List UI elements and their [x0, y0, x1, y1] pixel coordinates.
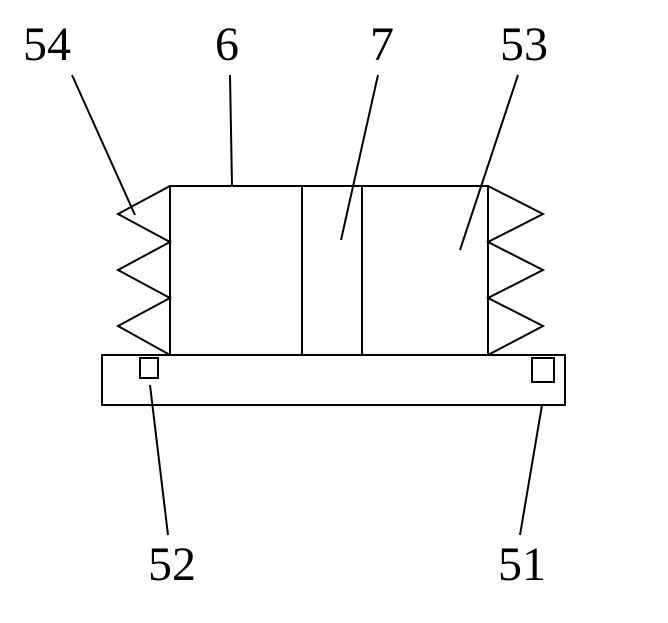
leader-t1	[230, 75, 232, 186]
label-t1: 6	[215, 18, 239, 71]
leader-tl	[72, 75, 135, 215]
lug-right	[532, 358, 554, 382]
spring-right-icon	[488, 186, 543, 355]
leader-t2	[341, 75, 378, 240]
lug-left	[140, 358, 158, 378]
label-bl: 52	[148, 538, 196, 591]
diagram-canvas: 54 6 7 53 52 51	[0, 0, 668, 623]
spring-left-icon	[118, 186, 170, 355]
label-tl: 54	[23, 18, 71, 71]
leader-lines	[72, 75, 542, 535]
label-tr: 53	[500, 18, 548, 71]
leader-bl	[150, 385, 168, 535]
base-plate	[102, 355, 565, 405]
leader-br	[520, 405, 542, 535]
structure	[102, 186, 565, 405]
label-t2: 7	[370, 18, 394, 71]
labels: 54 6 7 53 52 51	[23, 18, 548, 591]
label-br: 51	[498, 538, 546, 591]
center-block	[170, 186, 488, 355]
